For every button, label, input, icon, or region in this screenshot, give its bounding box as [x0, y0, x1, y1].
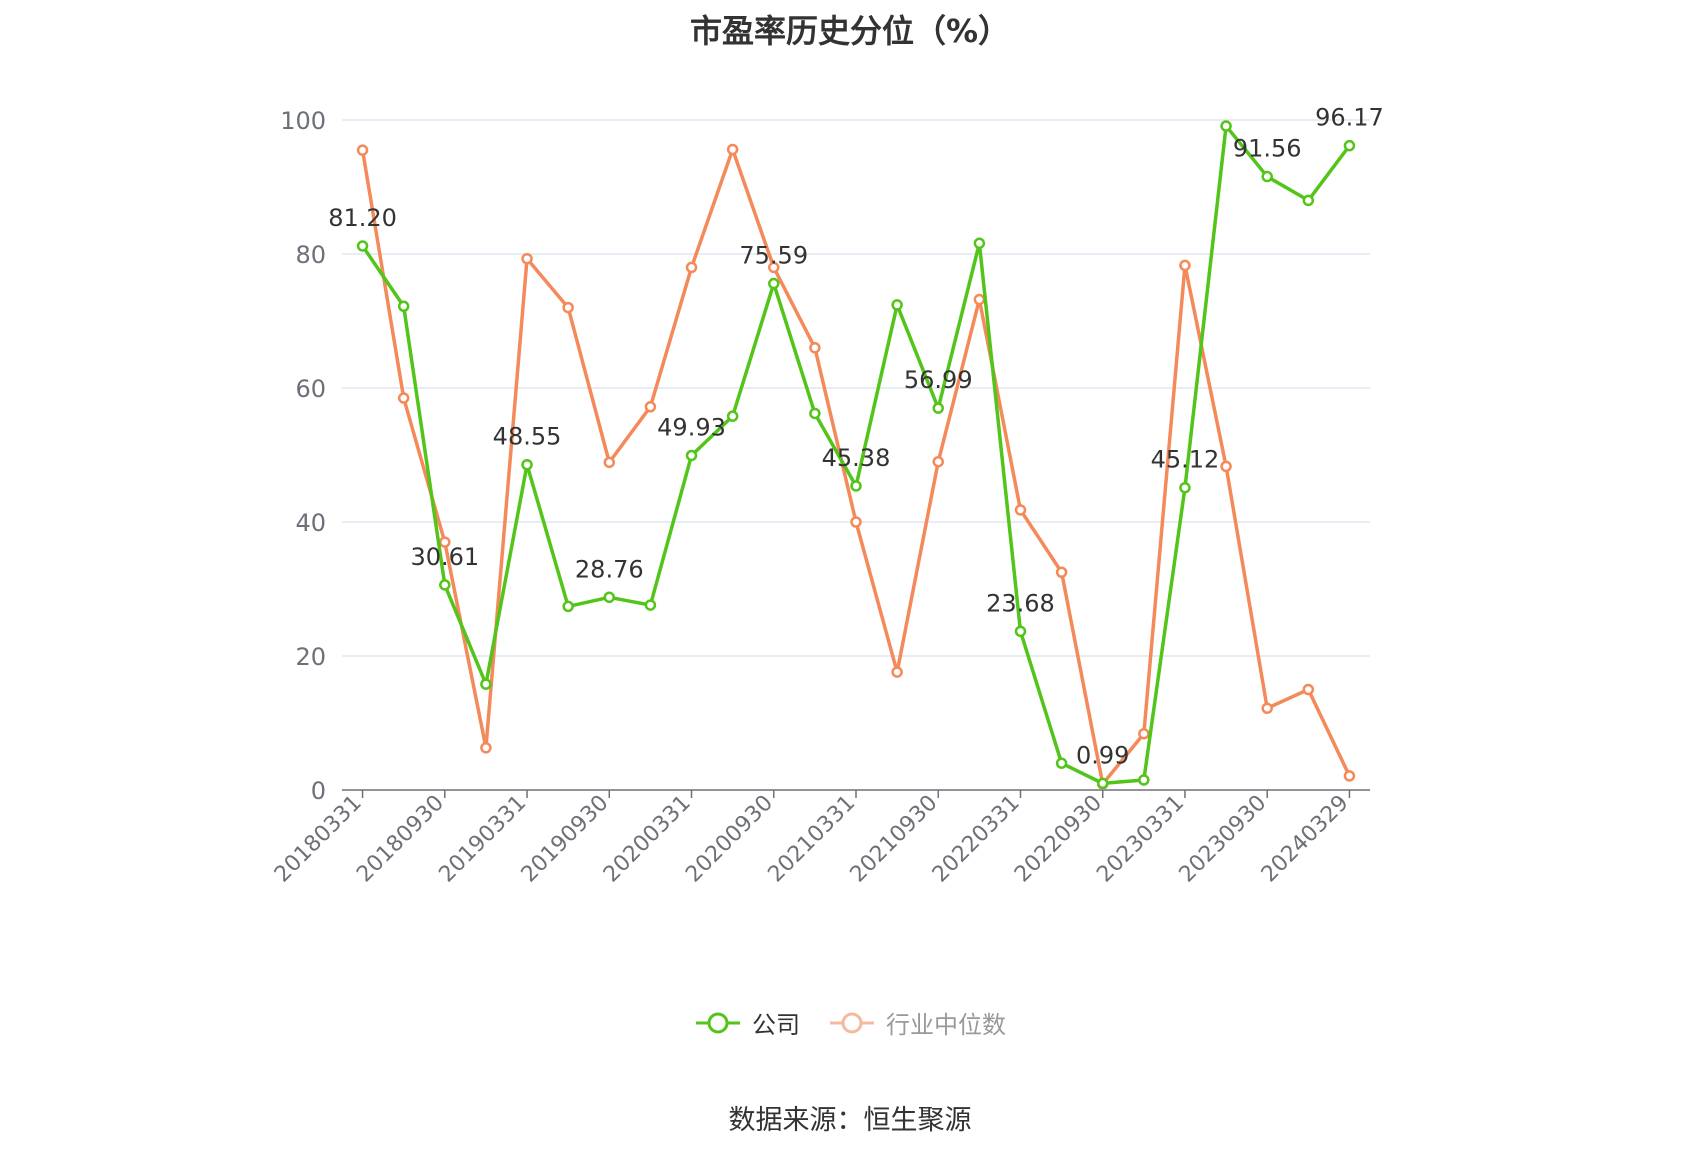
y-axis-tick-labels: 0 20 40 60 80 100: [280, 107, 326, 805]
x-axis: 2018033120180930201903312019093020200331…: [270, 789, 1370, 888]
data-label: 45.12: [1151, 446, 1220, 474]
legend-company-label: 公司: [752, 1011, 800, 1039]
series-1-point: [521, 252, 533, 265]
series-0-point: [480, 678, 492, 690]
series-1-point: [850, 516, 862, 528]
series-1-point: [1302, 683, 1315, 696]
series-0-point: [397, 300, 410, 313]
legend-company-marker: [696, 1012, 740, 1033]
y-tick-label: 40: [295, 509, 326, 537]
series-group: [356, 120, 1356, 790]
series-0-point: [1302, 194, 1315, 207]
grid-lines: [342, 119, 1370, 657]
series-1-point: [1220, 460, 1232, 473]
x-tick-label: 20230930: [1175, 791, 1272, 888]
x-tick-label: 20200331: [599, 791, 696, 888]
series-0-point: [439, 579, 451, 591]
series-1-point: [768, 261, 780, 274]
series-1-point: [1343, 770, 1356, 782]
series-1-point: [809, 342, 821, 354]
series-0-point: [1055, 757, 1068, 769]
data-source: 数据来源：恒生聚源: [728, 1105, 972, 1136]
x-tick-label: 20210930: [846, 791, 943, 888]
legend-industry-label: 行业中位数: [886, 1011, 1006, 1039]
y-tick-label: 100: [280, 107, 326, 135]
series-1-point: [1261, 702, 1273, 715]
series-1-point: [1179, 259, 1191, 272]
series-0-point: [850, 480, 862, 492]
series-1-point: [397, 392, 410, 404]
series-0-point: [685, 449, 698, 462]
series-1-point: [726, 143, 739, 156]
series-0-point: [932, 402, 944, 414]
series-0-point: [1179, 481, 1191, 494]
series-0-point: [1220, 120, 1232, 132]
x-tick-label: 20210331: [763, 791, 860, 888]
y-tick-label: 60: [295, 375, 326, 403]
series-0-point: [809, 407, 821, 420]
series-1-point: [973, 293, 986, 306]
series-0-point: [521, 458, 533, 471]
series-0-point: [768, 277, 780, 290]
y-tick-label: 0: [311, 777, 326, 805]
series-1-point: [603, 456, 616, 469]
data-label: 96.17: [1315, 104, 1384, 132]
x-tick-label: 20230331: [1092, 791, 1189, 888]
series-1-point: [356, 144, 369, 156]
series-0-point: [644, 599, 657, 611]
data-label: 91.56: [1233, 135, 1302, 163]
series-0-point: [973, 237, 986, 250]
series-0-point: [1014, 625, 1027, 638]
series-0-point: [1096, 777, 1109, 790]
x-tick-label: 20240329: [1257, 791, 1354, 888]
series-1-point: [1138, 727, 1150, 740]
data-label: 75.59: [739, 242, 808, 270]
x-tick-label: 20190331: [434, 791, 531, 888]
legend-item-industry[interactable]: 行业中位数: [828, 1005, 1006, 1040]
x-tick-label: 20220331: [928, 791, 1025, 888]
x-tick-label: 20190930: [517, 791, 614, 888]
data-labels: 81.20 30.61 48.55 28.76 49.93 75.59 45.38 56.99…: [328, 104, 1384, 770]
series-1-point: [1014, 504, 1027, 516]
legend-industry-marker: [830, 1012, 874, 1033]
x-tick-label: 20200930: [681, 791, 778, 888]
data-label: 48.55: [493, 423, 562, 451]
series-1-point: [932, 455, 944, 468]
series-1-point: [685, 261, 698, 274]
data-label: 45.38: [822, 444, 891, 472]
series-1-point: [644, 401, 657, 413]
series-1-point: [891, 666, 903, 678]
legend: 公司 行业中位数: [0, 1005, 1700, 1040]
series-1-point: [480, 742, 492, 754]
series-0-point: [891, 299, 903, 311]
series-1-point: [562, 301, 574, 314]
y-tick-label: 80: [295, 241, 326, 269]
series-1-point: [439, 536, 451, 548]
data-label: 23.68: [986, 589, 1055, 617]
legend-item-company[interactable]: 公司: [694, 1005, 800, 1040]
series-0-point: [562, 600, 574, 613]
series-0-point: [1138, 774, 1150, 786]
data-label: 28.76: [575, 555, 644, 583]
data-label: 56.99: [904, 366, 973, 394]
series-0-point: [603, 591, 616, 604]
series-0-point: [726, 410, 739, 422]
x-tick-label: 20180930: [352, 791, 449, 888]
series-1-point: [1055, 566, 1068, 578]
data-label: 30.61: [410, 543, 479, 571]
data-label: 81.20: [328, 204, 397, 232]
series-0-point: [356, 240, 369, 252]
chart-title: 市盈率历史分位（%）: [689, 12, 1011, 50]
x-tick-label: 20220930: [1010, 791, 1107, 888]
y-tick-label: 20: [295, 643, 326, 671]
series-0-point: [1261, 170, 1273, 183]
data-label: 49.93: [657, 413, 726, 441]
data-label: 0.99: [1076, 741, 1129, 769]
x-tick-label: 20180331: [270, 791, 367, 888]
series-0-point: [1343, 139, 1356, 152]
